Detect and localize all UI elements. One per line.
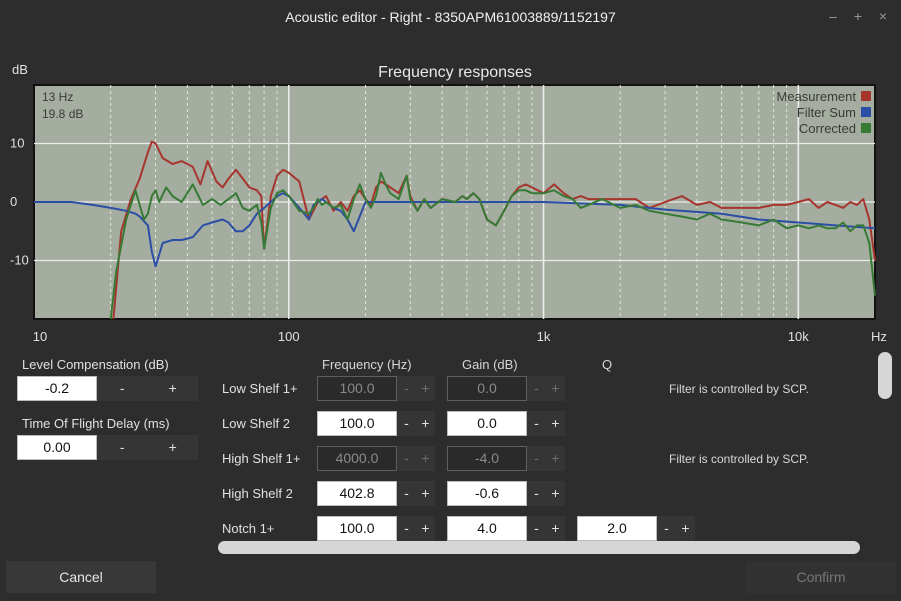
low-shelf-1-frequency-increment: + xyxy=(421,380,430,396)
series-line-filter-sum xyxy=(34,192,876,268)
notch-1-gain-stepper: - + xyxy=(527,516,565,541)
low-shelf-1-frequency-stepper: - + xyxy=(397,376,435,401)
series-line-corrected xyxy=(109,171,876,320)
y-tick-label: 0 xyxy=(10,194,17,209)
high-shelf-2-frequency-increment[interactable]: + xyxy=(421,485,430,501)
q-column-header: Q xyxy=(602,357,613,372)
x-tick-label: 100 xyxy=(278,329,300,344)
tof-delay-input[interactable]: 0.00 xyxy=(17,435,97,460)
high-shelf-2-gain-stepper: - + xyxy=(527,481,565,506)
low-shelf-2-frequency-decrement[interactable]: - xyxy=(404,415,409,431)
notch-1-gain-input[interactable]: 4.0 xyxy=(447,516,527,541)
frequency-response-chart[interactable]: Frequency responses dB Hz 10 100 1k 10k 10 0-… xyxy=(0,50,901,350)
tof-delay-label: Time Of Flight Delay (ms) xyxy=(22,416,170,431)
tof-delay-increment[interactable]: + xyxy=(168,439,177,455)
notch-1-q-stepper: - + xyxy=(657,516,695,541)
window-title: Acoustic editor - Right - 8350APM6100388… xyxy=(285,9,616,25)
low-shelf-1-gain-decrement: - xyxy=(534,380,539,396)
notch-1-frequency-input[interactable]: 100.0 xyxy=(317,516,397,541)
notch-1-frequency-stepper: - + xyxy=(397,516,435,541)
minimize-icon[interactable]: – xyxy=(829,8,837,24)
high-shelf-2-gain-input[interactable]: -0.6 xyxy=(447,481,527,506)
cursor-level-readout: 19.8 dB xyxy=(42,107,83,121)
filter-name-notch-1: Notch 1+ xyxy=(222,521,275,536)
notch-1-q-decrement[interactable]: - xyxy=(664,520,669,536)
vertical-scrollbar[interactable] xyxy=(878,352,892,399)
notch-1-gain-decrement[interactable]: - xyxy=(534,520,539,536)
low-shelf-1-gain-increment: + xyxy=(551,380,560,396)
series-lines xyxy=(34,140,876,320)
legend-label: Measurement xyxy=(777,89,857,104)
low-shelf-2-frequency-stepper: - + xyxy=(397,411,435,436)
y-tick-label: 10 xyxy=(10,136,24,151)
high-shelf-1-frequency-increment: + xyxy=(421,450,430,466)
high-shelf-1-gain-decrement: - xyxy=(534,450,539,466)
filter-name-low-shelf-1: Low Shelf 1+ xyxy=(222,381,298,396)
x-tick-label: 10k xyxy=(788,329,809,344)
low-shelf-1-gain-input: 0.0 xyxy=(447,376,527,401)
high-shelf-2-gain-decrement[interactable]: - xyxy=(534,485,539,501)
legend-label: Corrected xyxy=(799,121,856,136)
low-shelf-1-scp-note: Filter is controlled by SCP. xyxy=(669,382,809,396)
high-shelf-1-scp-note: Filter is controlled by SCP. xyxy=(669,452,809,466)
close-icon[interactable]: × xyxy=(878,8,888,24)
filter-name-high-shelf-2: High Shelf 2 xyxy=(222,486,293,501)
x-tick-label: 1k xyxy=(537,329,551,344)
level-compensation-stepper: - + xyxy=(97,376,198,401)
notch-1-frequency-decrement[interactable]: - xyxy=(404,520,409,536)
low-shelf-2-gain-input[interactable]: 0.0 xyxy=(447,411,527,436)
filter-name-low-shelf-2: Low Shelf 2 xyxy=(222,416,290,431)
x-tick-label: 10 xyxy=(33,329,47,344)
y-tick-label: -10 xyxy=(10,253,29,268)
notch-1-frequency-increment[interactable]: + xyxy=(421,520,430,536)
notch-1-q-input[interactable]: 2.0 xyxy=(577,516,657,541)
chart-title: Frequency responses xyxy=(378,64,532,81)
y-axis-label: dB xyxy=(12,62,28,77)
title-bar: Acoustic editor - Right - 8350APM6100388… xyxy=(0,0,901,34)
low-shelf-2-gain-stepper: - + xyxy=(527,411,565,436)
high-shelf-1-frequency-decrement: - xyxy=(404,450,409,466)
low-shelf-2-gain-decrement[interactable]: - xyxy=(534,415,539,431)
high-shelf-2-frequency-stepper: - + xyxy=(397,481,435,506)
maximize-icon[interactable]: + xyxy=(853,8,863,24)
low-shelf-2-frequency-input[interactable]: 100.0 xyxy=(317,411,397,436)
frequency-column-header: Frequency (Hz) xyxy=(322,357,412,372)
low-shelf-1-frequency-decrement: - xyxy=(404,380,409,396)
notch-1-q-increment[interactable]: + xyxy=(681,520,690,536)
gain-column-header: Gain (dB) xyxy=(462,357,518,372)
low-shelf-1-frequency-input: 100.0 xyxy=(317,376,397,401)
high-shelf-2-frequency-decrement[interactable]: - xyxy=(404,485,409,501)
high-shelf-2-gain-increment[interactable]: + xyxy=(551,485,560,501)
cancel-button[interactable]: Cancel xyxy=(6,561,156,593)
high-shelf-1-gain-increment: + xyxy=(551,450,560,466)
tof-delay-decrement[interactable]: - xyxy=(119,439,125,455)
legend-swatch xyxy=(861,91,871,101)
level-compensation-input[interactable]: -0.2 xyxy=(17,376,97,401)
confirm-button[interactable]: Confirm xyxy=(746,561,896,593)
level-compensation-label: Level Compensation (dB) xyxy=(22,357,169,372)
filter-name-high-shelf-1: High Shelf 1+ xyxy=(222,451,301,466)
low-shelf-2-frequency-increment[interactable]: + xyxy=(421,415,430,431)
high-shelf-1-frequency-input: 4000.0 xyxy=(317,446,397,471)
level-compensation-decrement[interactable]: - xyxy=(119,380,125,396)
legend-label: Filter Sum xyxy=(797,105,856,120)
high-shelf-1-frequency-stepper: - + xyxy=(397,446,435,471)
low-shelf-1-gain-stepper: - + xyxy=(527,376,565,401)
high-shelf-1-gain-stepper: - + xyxy=(527,446,565,471)
low-shelf-2-gain-increment[interactable]: + xyxy=(551,415,560,431)
high-shelf-2-frequency-input[interactable]: 402.8 xyxy=(317,481,397,506)
level-compensation-increment[interactable]: + xyxy=(168,380,177,396)
legend-swatch xyxy=(861,123,871,133)
legend-swatch xyxy=(861,107,871,117)
cursor-freq-readout: 13 Hz xyxy=(42,90,73,104)
notch-1-gain-increment[interactable]: + xyxy=(551,520,560,536)
x-axis-label: Hz xyxy=(871,329,887,344)
horizontal-scrollbar[interactable] xyxy=(218,541,860,554)
high-shelf-1-gain-input: -4.0 xyxy=(447,446,527,471)
tof-delay-stepper: - + xyxy=(97,435,198,460)
